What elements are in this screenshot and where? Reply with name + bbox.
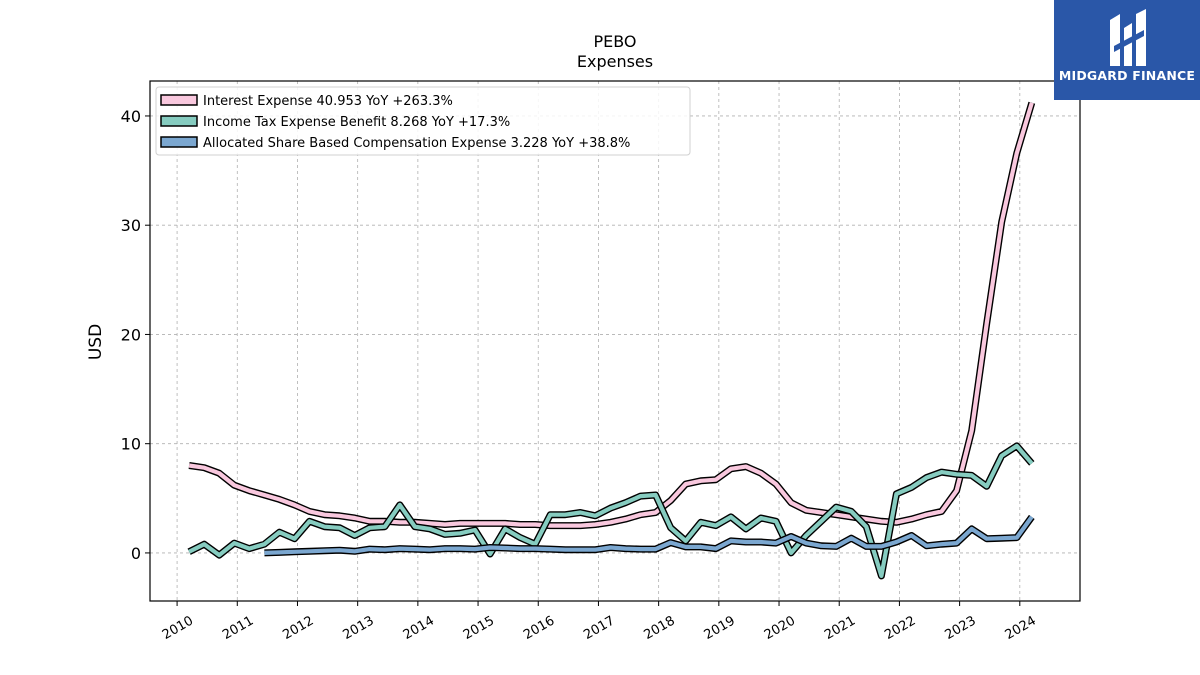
legend-label: Interest Expense 40.953 YoY +263.3%: [203, 94, 453, 109]
x-tick-label: 2010: [160, 613, 196, 643]
y-tick-label: 20: [121, 325, 141, 344]
series-outline-1: [188, 101, 1036, 530]
series-line-1: [188, 102, 1034, 528]
legend-swatch: [160, 94, 198, 106]
legend-box: [155, 86, 691, 156]
x-tick-label: 2013: [341, 613, 377, 643]
y-axis-label: USD: [86, 324, 106, 360]
x-tick-label: 2012: [280, 613, 316, 643]
brand-logo: MIDGARD FINANCE: [1054, 0, 1200, 100]
chart-title: PEBO: [593, 32, 636, 51]
y-tick-label: 30: [121, 216, 141, 235]
x-tick-label: 2014: [401, 613, 437, 643]
x-tick-label: 2017: [581, 613, 617, 643]
x-tick-label: 2021: [822, 613, 858, 643]
plot-frame: [149, 80, 1081, 602]
x-tick-label: 2015: [461, 613, 497, 643]
legend-label: Allocated Share Based Compensation Expen…: [203, 136, 630, 151]
logo-mark-icon: [1110, 9, 1146, 66]
series-line-3: [264, 515, 1034, 555]
y-tick-label: 0: [131, 544, 141, 563]
legend-swatch: [160, 115, 198, 127]
series-line-2: [188, 443, 1034, 579]
series-lines: [187, 101, 1036, 580]
x-tick-label: 2018: [641, 613, 677, 643]
x-tick-label: 2011: [220, 613, 256, 643]
x-tick-label: 2022: [882, 613, 918, 643]
y-tick-label: 40: [121, 107, 141, 126]
x-tick-label: 2019: [702, 613, 738, 643]
x-tick-label: 2020: [762, 613, 798, 643]
legend: Interest Expense 40.953 YoY +263.3% Incom…: [155, 86, 691, 156]
logo-text: MIDGARD FINANCE: [1058, 68, 1196, 83]
legend-swatch: [160, 136, 198, 148]
y-tick-label: 10: [121, 435, 141, 454]
x-tick-label: 2023: [942, 613, 978, 643]
legend-label: Income Tax Expense Benefit 8.268 YoY +17…: [203, 115, 510, 130]
chart-subtitle: Expenses: [577, 52, 653, 71]
x-tick-label: 2016: [521, 613, 557, 643]
axis-ticks: 0 10 20 30 40 2010 2011 2012 2013 2014 2015 2016 201…: [121, 107, 1039, 643]
x-tick-label: 2024: [1003, 613, 1039, 643]
